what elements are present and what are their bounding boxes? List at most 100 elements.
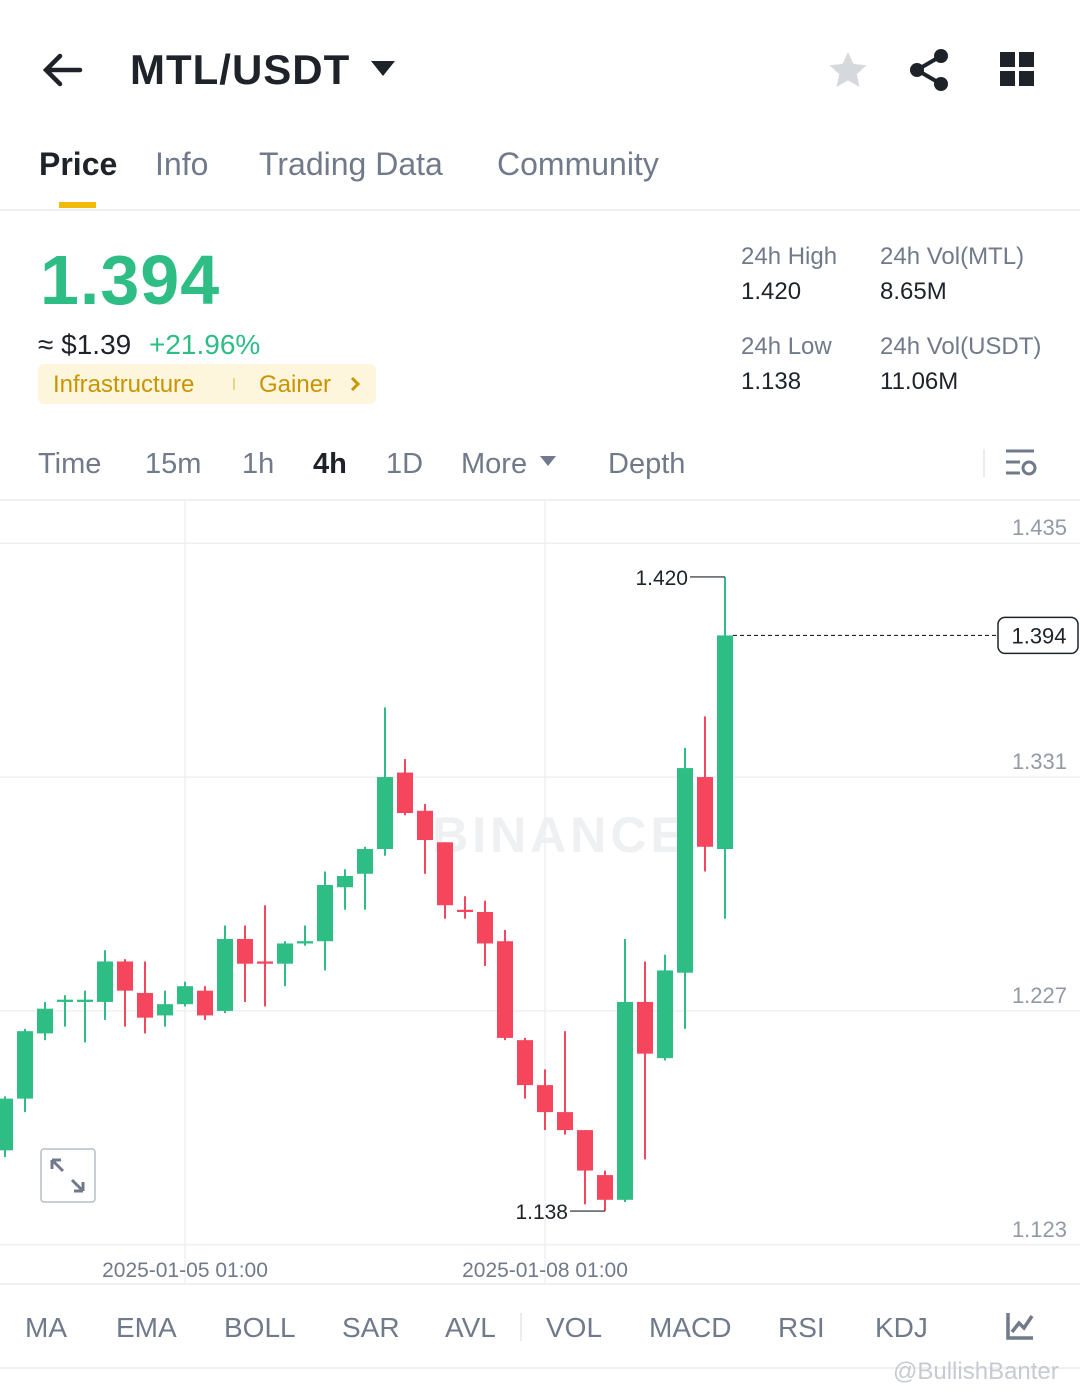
indicator[interactable]: AVL xyxy=(445,1312,496,1343)
candle-body xyxy=(497,941,513,1038)
tab-indicator xyxy=(59,202,96,208)
tab[interactable]: Trading Data xyxy=(259,146,443,182)
indicator[interactable]: BOLL xyxy=(224,1312,296,1343)
watermark: @BullishBanter xyxy=(893,1358,1059,1385)
indicator[interactable]: KDJ xyxy=(875,1312,928,1343)
stat-value: 11.06M xyxy=(880,368,959,395)
indicator[interactable]: EMA xyxy=(116,1312,177,1343)
stat-value: 1.138 xyxy=(741,368,802,395)
candle-body xyxy=(717,635,733,850)
stat-value: 1.420 xyxy=(741,278,802,305)
y-tick-label: 1.123 xyxy=(1012,1217,1067,1242)
candle-body xyxy=(137,992,153,1018)
candle-body xyxy=(657,970,673,1059)
last-price-box xyxy=(997,616,1079,655)
candle-body xyxy=(297,941,313,944)
tag[interactable]: Gainer xyxy=(259,371,332,398)
indicator[interactable]: MACD xyxy=(649,1312,732,1343)
indicator[interactable]: VOL xyxy=(546,1312,603,1343)
high-label: 1.420 xyxy=(635,567,688,590)
stat-value: 8.65M xyxy=(880,278,947,305)
price-change: +21.96% xyxy=(149,329,261,360)
candle-body xyxy=(437,842,453,906)
interval[interactable]: More xyxy=(461,448,528,480)
interval[interactable]: Depth xyxy=(608,448,686,480)
candle-body xyxy=(417,810,433,841)
candle-body xyxy=(317,885,333,942)
candle-body xyxy=(0,1098,13,1151)
x-tick-label: 2025-01-08 01:00 xyxy=(462,1259,628,1282)
candle-body xyxy=(577,1130,593,1171)
candle-body xyxy=(217,938,233,1011)
candlestick-chart: BINANCE 1.435 1.331 1.227 1.123 2025-01-05 01… xyxy=(0,500,1080,1283)
candle-body xyxy=(677,768,693,973)
indicator[interactable]: RSI xyxy=(778,1312,825,1343)
candle-body xyxy=(697,777,713,847)
interval[interactable]: 1D xyxy=(386,448,424,480)
chart-watermark: BINANCE xyxy=(432,807,688,863)
candle-body xyxy=(197,990,213,1016)
interval[interactable]: 1h xyxy=(242,448,275,480)
interval[interactable]: 15m xyxy=(145,448,202,480)
grid-icon[interactable] xyxy=(1000,52,1036,88)
chart-settings[interactable] xyxy=(1004,448,1038,478)
divider xyxy=(0,1367,1080,1369)
indicator-settings[interactable] xyxy=(1005,1311,1035,1341)
candle-body xyxy=(357,849,373,874)
candle-body xyxy=(117,961,133,991)
tab[interactable]: Community xyxy=(497,146,659,182)
candle-body xyxy=(17,1031,33,1099)
stat-label: 24h Vol(MTL) xyxy=(880,243,1025,270)
share-icon[interactable] xyxy=(908,48,950,92)
tab[interactable]: Price xyxy=(39,146,118,182)
tag[interactable]: Infrastructure xyxy=(53,371,195,398)
last-price-label: 1.394 xyxy=(1011,623,1066,648)
stat-label: 24h Low xyxy=(741,333,832,360)
candle-body xyxy=(377,777,393,850)
tag-chevron xyxy=(350,376,361,392)
separator xyxy=(983,449,985,477)
candle-body xyxy=(617,1001,633,1200)
candle-body xyxy=(97,961,113,1002)
y-tick-label: 1.227 xyxy=(1012,983,1067,1008)
candle-body xyxy=(257,961,273,964)
interval[interactable]: 4h xyxy=(313,448,347,480)
separator xyxy=(520,1313,522,1341)
y-tick-label: 1.331 xyxy=(1012,749,1067,774)
divider xyxy=(0,209,1080,211)
candle-body xyxy=(457,909,473,912)
candle-body xyxy=(537,1085,553,1113)
stat-label: 24h Vol(USDT) xyxy=(880,333,1042,360)
candle-body xyxy=(57,999,73,1002)
candle-body xyxy=(477,911,493,944)
tag-separator xyxy=(233,378,235,390)
divider xyxy=(0,499,1080,501)
interval[interactable]: Time xyxy=(38,448,102,480)
more-dropdown[interactable] xyxy=(540,456,556,468)
candle-body xyxy=(337,876,353,888)
candle-body xyxy=(397,772,413,814)
candle-body xyxy=(557,1112,573,1131)
candle-body xyxy=(157,1004,173,1016)
x-tick-label: 2025-01-05 01:00 xyxy=(102,1259,268,1282)
fullscreen-button[interactable] xyxy=(40,1148,96,1203)
tab[interactable]: Info xyxy=(155,146,209,182)
tag-box xyxy=(38,364,376,404)
candle-body xyxy=(517,1040,533,1086)
candle-body xyxy=(277,943,293,964)
candle-body xyxy=(237,938,253,964)
pair-title[interactable]: MTL/USDT xyxy=(130,46,351,93)
indicator[interactable]: SAR xyxy=(342,1312,400,1343)
candle-body xyxy=(637,1001,653,1054)
divider xyxy=(0,1283,1080,1285)
indicator[interactable]: MA xyxy=(25,1312,67,1343)
back-arrow[interactable] xyxy=(40,50,84,90)
stat-label: 24h High xyxy=(741,243,838,270)
candle-body xyxy=(77,999,93,1002)
candle-body xyxy=(37,1008,53,1034)
pair-dropdown[interactable] xyxy=(370,60,396,78)
low-label: 1.138 xyxy=(515,1201,568,1224)
candle-body xyxy=(597,1175,613,1200)
favorite-star[interactable] xyxy=(828,50,868,90)
